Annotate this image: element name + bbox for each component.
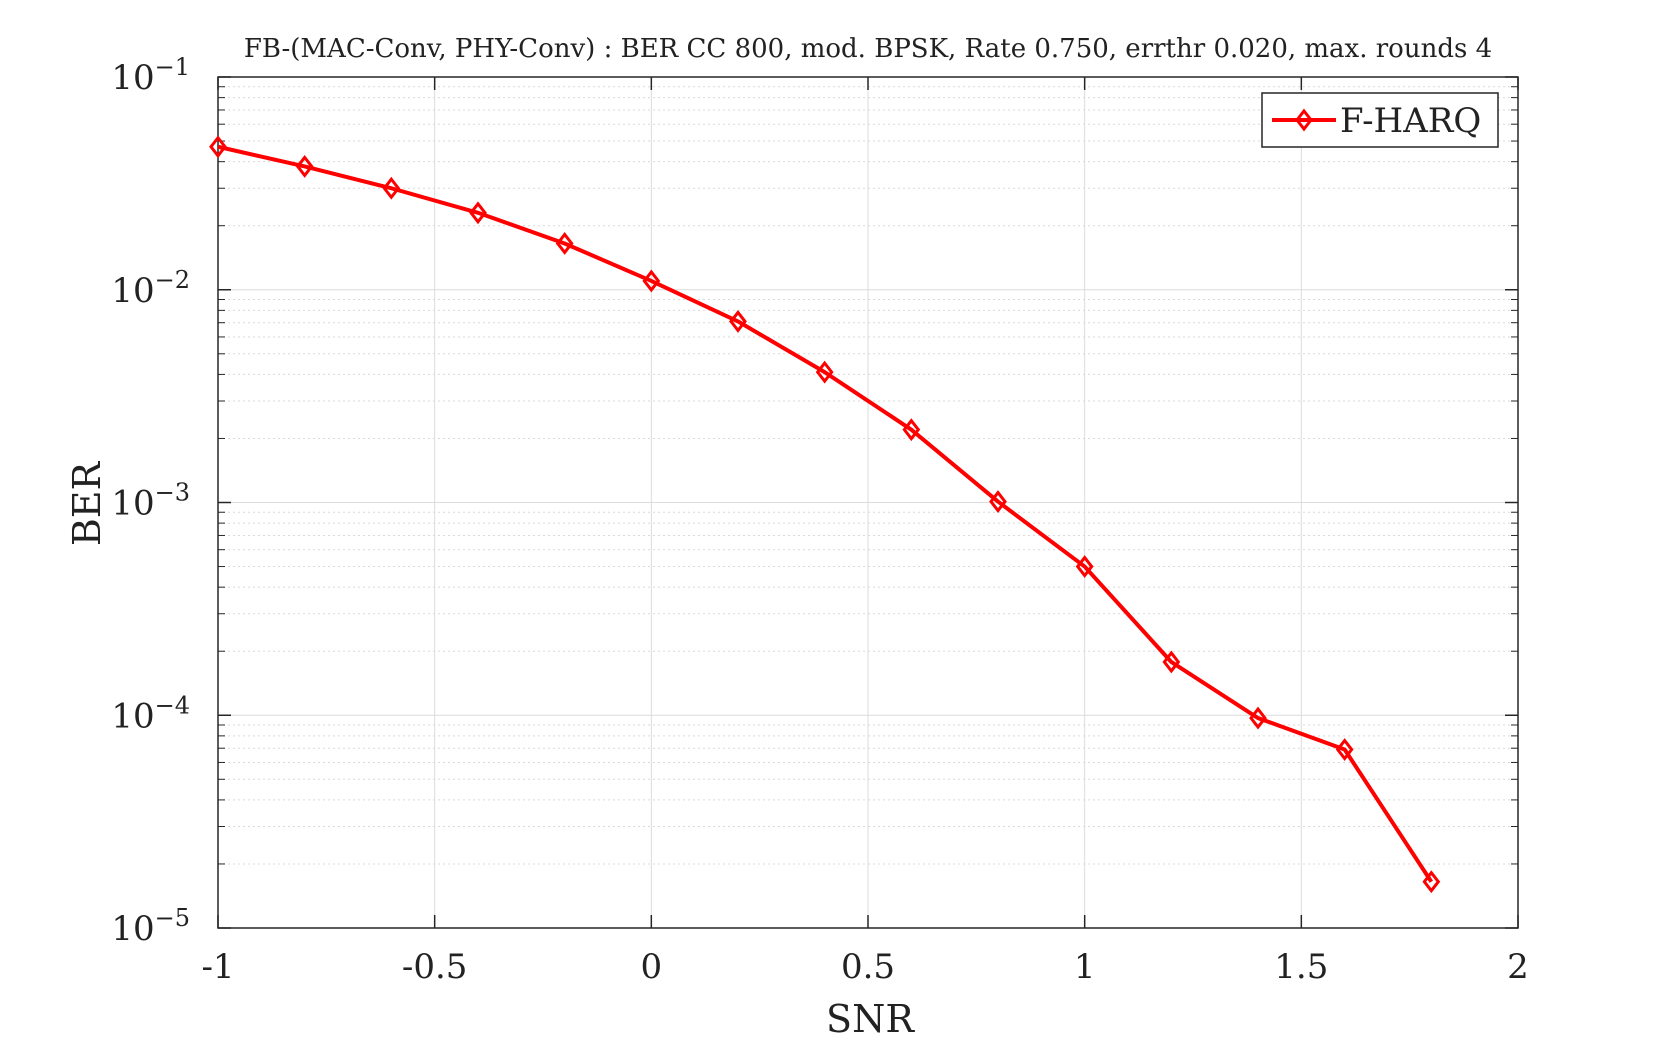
y-tick-label: 10−3	[111, 479, 190, 524]
data-point	[1249, 706, 1267, 730]
legend: F-HARQ	[1261, 92, 1499, 148]
data-point	[989, 490, 1007, 514]
x-tick-label: 0	[641, 947, 663, 987]
x-tick-label: -0.5	[402, 947, 468, 987]
series-layer	[209, 135, 1441, 894]
data-point	[382, 176, 401, 200]
x-tick-label: 1.5	[1274, 947, 1328, 987]
data-point	[642, 269, 661, 293]
data-point	[1162, 650, 1181, 674]
chart-title: FB-(MAC-Conv, PHY-Conv) : BER CC 800, mo…	[244, 34, 1492, 64]
data-point	[1335, 738, 1354, 761]
x-tick-label: 0.5	[841, 947, 895, 987]
data-point	[729, 309, 747, 333]
data-point	[1075, 555, 1094, 578]
data-point	[555, 232, 574, 255]
x-tick-labels: -1 -0.5 0 0.5 1 1.5 2	[201, 947, 1528, 987]
data-point	[815, 360, 834, 384]
y-tick-label: 10−4	[111, 691, 190, 736]
x-tick-label: 1	[1074, 947, 1096, 987]
legend-label: F-HARQ	[1340, 101, 1481, 141]
data-point	[209, 135, 227, 159]
y-tick-label: 10−1	[111, 53, 190, 98]
y-tick-labels: 10−5 10−4 10−3 10−2 10−1	[111, 53, 190, 949]
x-axis-label: SNR	[826, 997, 915, 1041]
data-point	[295, 154, 314, 178]
data-point	[1422, 870, 1441, 894]
y-tick-label: 10−5	[111, 904, 190, 949]
axis-ticks	[217, 76, 1519, 929]
legend-box	[1261, 92, 1499, 148]
y-axis-label: BER	[65, 460, 109, 546]
series-line	[217, 144, 1434, 883]
x-tick-label: -1	[201, 947, 234, 987]
data-point	[469, 201, 487, 225]
legend-marker	[1295, 108, 1313, 132]
y-tick-label: 10−2	[111, 266, 190, 311]
data-point	[902, 418, 921, 442]
x-tick-label: 2	[1507, 947, 1529, 987]
